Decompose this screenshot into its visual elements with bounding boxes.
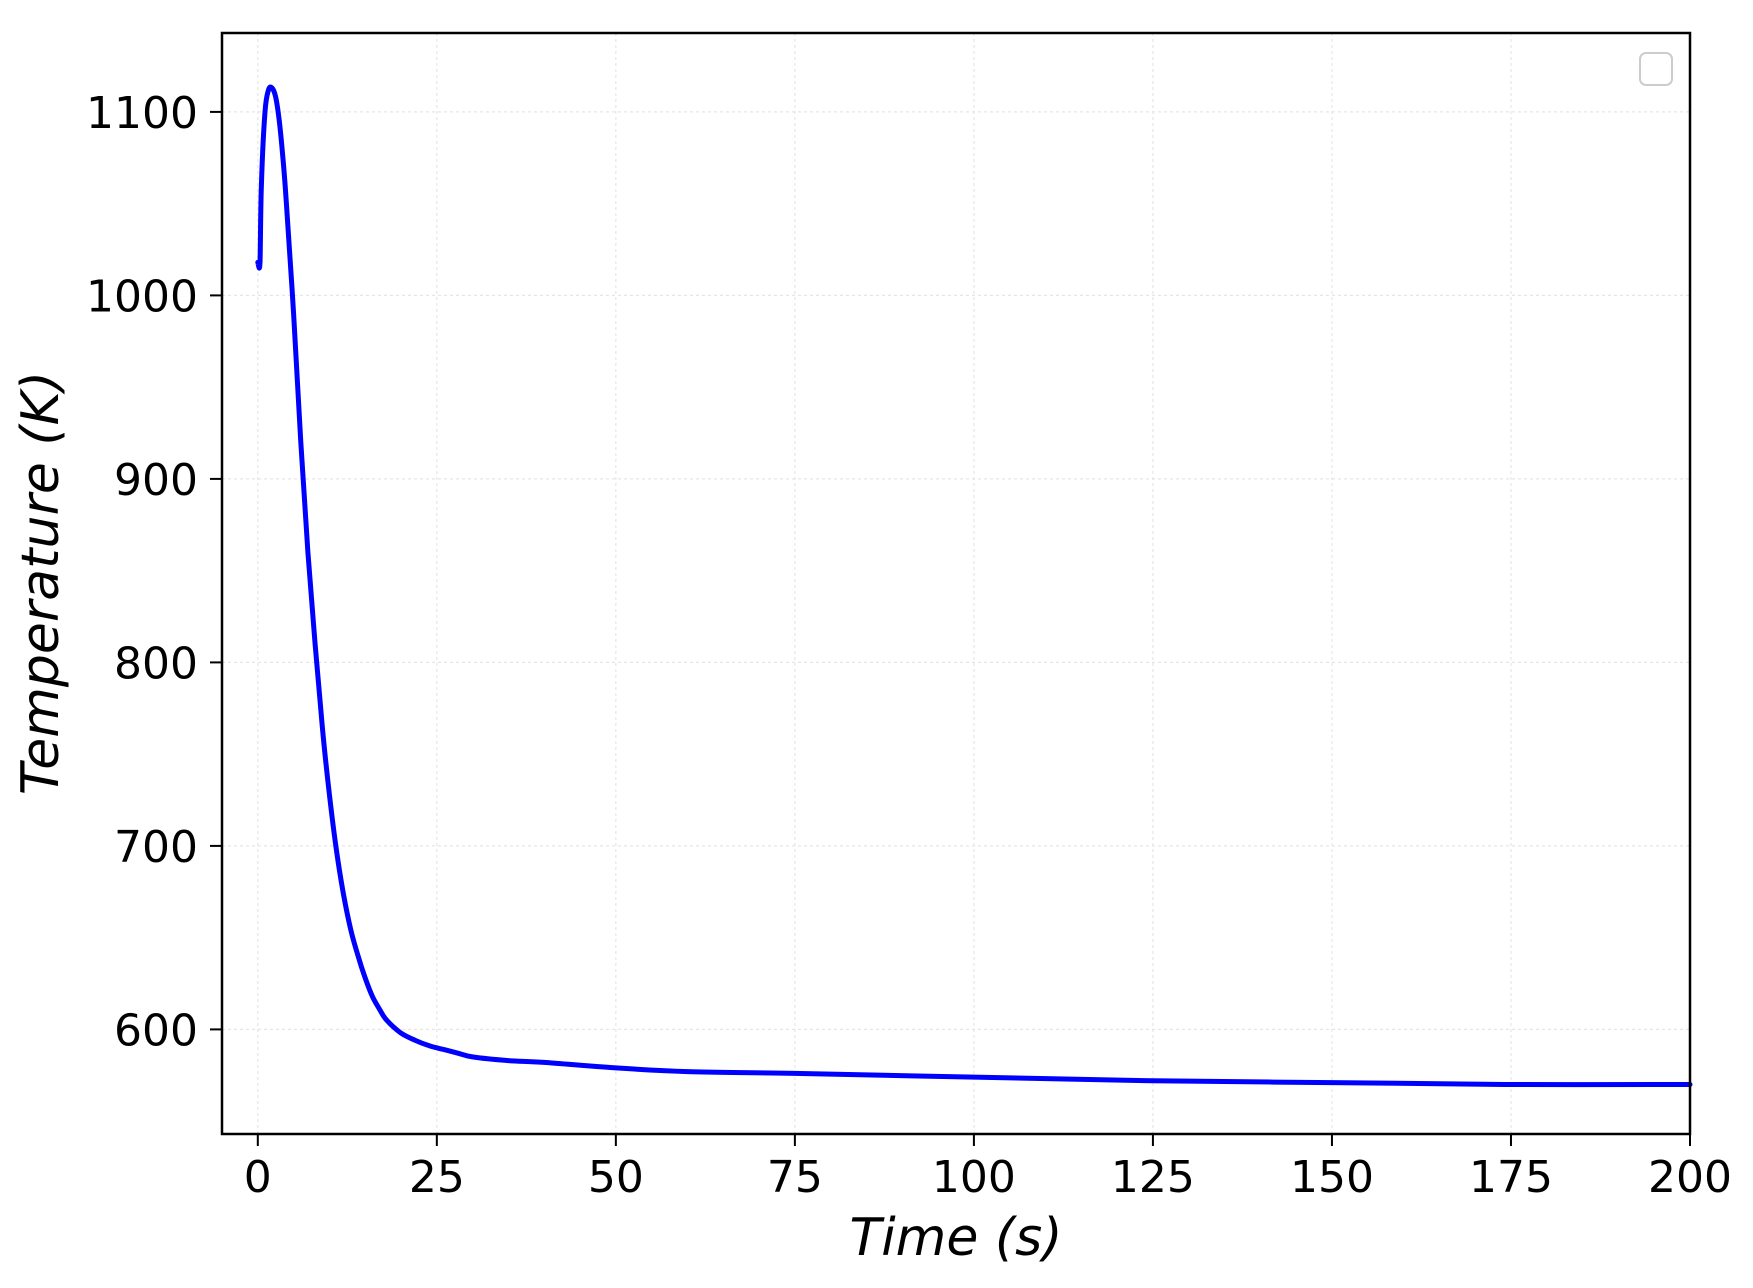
legend-box <box>1639 52 1673 86</box>
x-axis-label: Time (s) <box>849 1208 1062 1268</box>
x-tick-label: 50 <box>588 1152 644 1203</box>
x-tick-label: 200 <box>1648 1152 1732 1203</box>
y-tick-label: 700 <box>114 822 198 873</box>
x-tick-label: 0 <box>244 1152 272 1203</box>
x-tick-label: 175 <box>1469 1152 1553 1203</box>
y-tick-label: 800 <box>114 638 198 689</box>
temperature-series-line <box>255 84 1693 1088</box>
x-tick-label: 125 <box>1111 1152 1195 1203</box>
y-tick-label: 1000 <box>86 271 198 322</box>
x-tick-label: 100 <box>932 1152 1016 1203</box>
x-tick-label: 150 <box>1290 1152 1374 1203</box>
y-axis-ticks: 600 700 800 900 1000 1100 <box>86 88 222 1056</box>
grid-lines <box>222 33 1691 1134</box>
y-tick-label: 600 <box>114 1005 198 1056</box>
y-axis-label: Temperature (K) <box>11 371 71 795</box>
y-tick-label: 900 <box>114 455 198 506</box>
y-tick-label: 1100 <box>86 88 198 139</box>
x-tick-label: 75 <box>767 1152 823 1203</box>
x-axis-ticks: 0 25 50 75 100 125 150 175 200 <box>244 1134 1732 1203</box>
series-layer <box>255 84 1693 1088</box>
x-tick-label: 25 <box>409 1152 465 1203</box>
plot-frame <box>220 31 1692 1136</box>
